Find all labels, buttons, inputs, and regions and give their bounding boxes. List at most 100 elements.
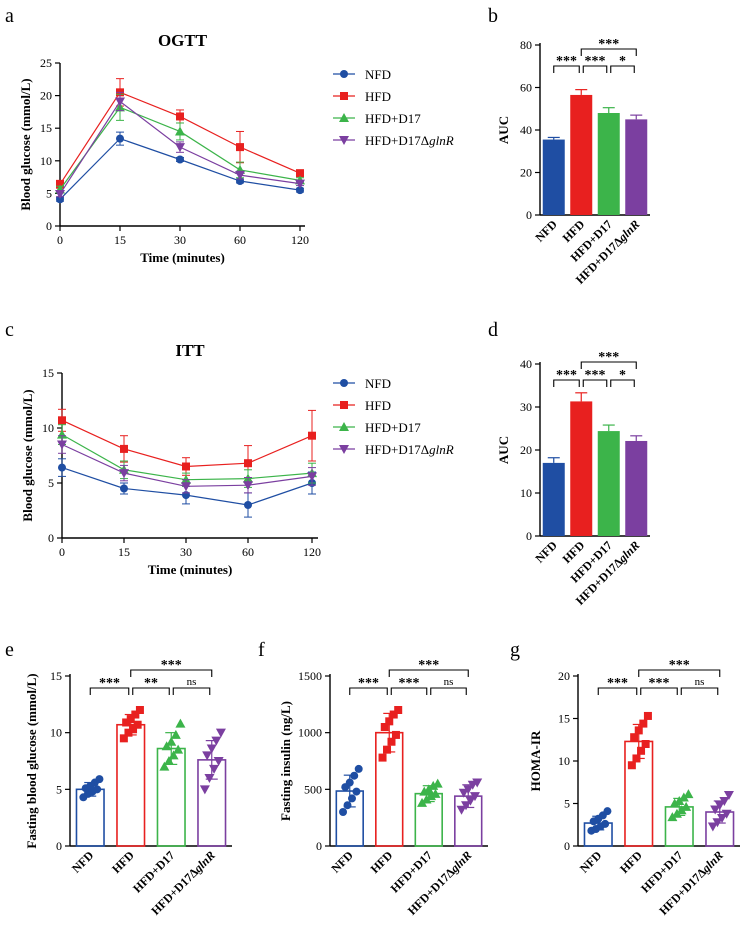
y-axis-label: AUC [496, 116, 511, 144]
scatter-point [676, 805, 687, 815]
scatter-point [394, 706, 403, 714]
scatter-point [721, 809, 732, 819]
scatter-point [632, 754, 641, 763]
scatter-point [199, 785, 210, 795]
y-tick-label: 0 [48, 531, 54, 545]
data-point [119, 469, 129, 479]
scatter-point [667, 812, 678, 822]
scatter-point [463, 785, 474, 795]
data-point [182, 462, 190, 471]
significance-bracket [553, 379, 580, 387]
y-axis-label: Fasting insulin (ng/L) [278, 701, 293, 821]
significance-label: *** [99, 676, 120, 691]
y-tick-label: 5 [56, 782, 62, 796]
data-point [58, 416, 66, 425]
bar-hfd [570, 94, 593, 215]
y-axis-label: HOMA-IR [528, 730, 543, 791]
significance-bracket [130, 669, 213, 677]
x-category-label: NFD [533, 538, 561, 566]
significance-bracket [553, 65, 580, 73]
significance-label: ns [444, 676, 454, 688]
y-tick-label: 20 [40, 89, 52, 103]
legend-label: HFD+D17ΔglnR [365, 133, 454, 148]
scatter-point [707, 822, 718, 832]
data-point [120, 444, 128, 453]
x-category-label: HFD [368, 848, 396, 876]
chart-fasting-glucose: 0 5 10 15 Fasting blood glucose (mmol/L) NFD H… [24, 658, 232, 918]
significance-label: *** [669, 658, 690, 673]
x-tick-label: 30 [180, 545, 192, 559]
legend-label-delta: Δ [421, 133, 429, 148]
x-tick-label: 0 [57, 233, 63, 247]
x-axis-label: Time (minutes) [148, 562, 233, 577]
y-tick-label: 15 [50, 669, 62, 683]
bar-hfd [570, 401, 593, 536]
significance-bracket [430, 687, 467, 695]
significance-bracket [580, 48, 637, 56]
significance-label: *** [399, 676, 420, 691]
legend-label: HFD+D17 [365, 111, 421, 126]
legend-marker [339, 445, 349, 454]
significance-bracket [349, 687, 388, 695]
scatter-point [641, 740, 650, 748]
legend-label-text: HFD+D17 [365, 420, 421, 435]
bar-hfd [116, 723, 146, 847]
scatter-point [634, 726, 643, 735]
scatter-point [603, 807, 612, 816]
scatter-point [643, 711, 652, 720]
significance-label: ns [187, 676, 197, 688]
data-point [244, 459, 252, 468]
scatter-point [166, 736, 177, 746]
y-tick-label: 10 [40, 154, 52, 168]
scatter-point [345, 778, 354, 787]
significance-label: *** [556, 368, 577, 383]
y-tick-label: 15 [558, 712, 570, 726]
scatter-point [95, 775, 104, 784]
data-point [57, 440, 67, 450]
scatter-point [432, 778, 443, 788]
scatter-point [161, 741, 172, 751]
x-category-label: NFD [329, 848, 357, 876]
significance-label: *** [358, 676, 379, 691]
scatter-point [383, 745, 392, 754]
significance-label: *** [607, 676, 628, 691]
x-tick-label: 120 [303, 545, 321, 559]
y-tick-label: 0 [564, 839, 570, 853]
scatter-point [175, 718, 186, 728]
x-tick-label: 15 [114, 233, 126, 247]
significance-bracket [388, 669, 469, 677]
scatter-point [135, 706, 144, 714]
y-tick-label: 0 [526, 529, 532, 543]
significance-bracket [597, 687, 638, 695]
bar-nfd [542, 462, 565, 536]
significance-bracket [582, 379, 608, 387]
scatter-point [387, 737, 396, 746]
chart-fasting-insulin: 0 500 1000 1500 Fasting insulin (ng/L) NFD HFD… [278, 658, 488, 918]
legend-label: NFD [365, 67, 391, 82]
significance-label: *** [161, 658, 182, 673]
scatter-point [347, 794, 356, 803]
x-category-label-text: NFD [533, 538, 561, 566]
legend-label-italic: glnR [429, 442, 454, 457]
bar-d17 [597, 431, 620, 536]
significance-bracket [610, 379, 635, 387]
y-tick-label: 10 [558, 754, 570, 768]
y-tick-label: 0 [56, 839, 62, 853]
scatter-point [601, 819, 610, 828]
legend-label: HFD+D17 [365, 420, 421, 435]
scatter-point [124, 728, 133, 737]
scatter-point [131, 710, 140, 719]
significance-bracket [680, 687, 719, 695]
y-tick-label: 10 [42, 421, 54, 435]
data-point [55, 190, 65, 200]
data-point [243, 481, 253, 491]
bar-d17g [625, 119, 648, 215]
x-category-label-text: NFD [329, 848, 357, 876]
significance-bracket [580, 361, 637, 369]
y-tick-label: 500 [304, 782, 322, 796]
scatter-point [93, 785, 102, 794]
data-point [307, 472, 317, 482]
significance-label: * [619, 368, 626, 383]
y-tick-label: 40 [520, 357, 532, 371]
